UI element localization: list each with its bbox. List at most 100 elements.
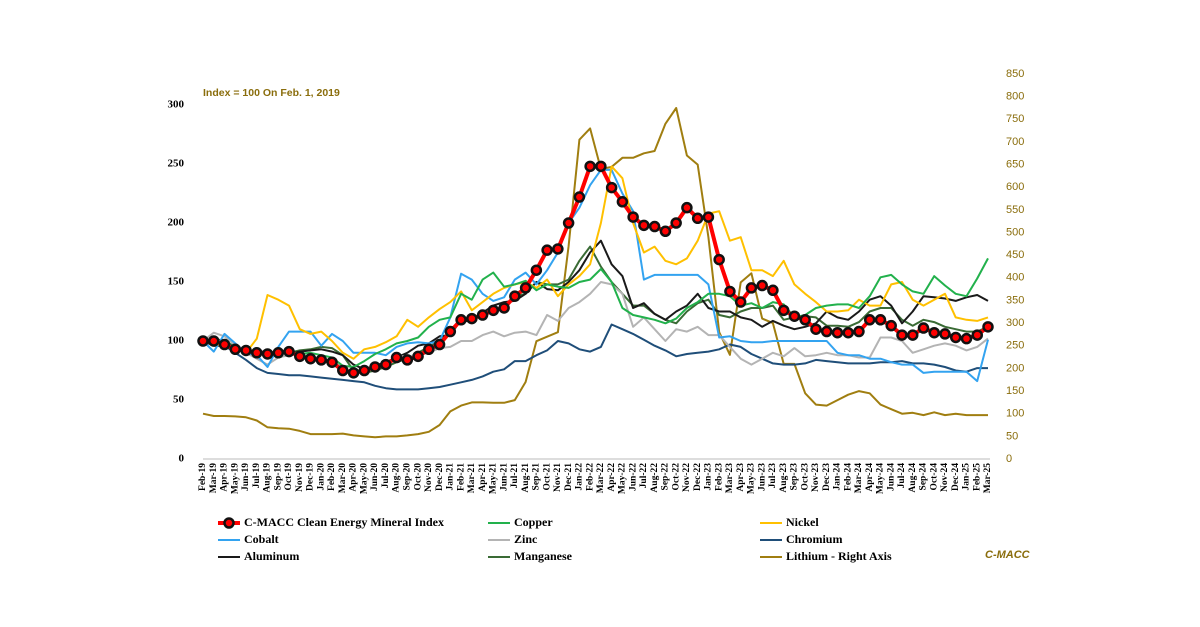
series-marker [304,352,317,365]
series-marker [509,290,521,302]
series-marker [584,160,596,173]
x-tick-label: Sep-22 [661,463,671,491]
series-line [202,107,988,439]
y2-tick-label: 800 [1006,91,1024,103]
x-tick-label: Mar-20 [338,463,348,493]
x-tick-label: Jul-22 [639,463,649,489]
x-tick-label: Apr-23 [736,463,746,492]
series-marker [595,160,607,173]
series-marker [358,364,371,377]
x-tick-label: Jan-24 [833,463,843,491]
x-tick-label: Jan-25 [962,463,972,491]
y-tick-label: 50 [173,394,185,406]
series-marker [638,219,650,232]
series-marker [734,296,747,308]
x-tick-label: May-20 [359,463,369,494]
x-tick-label: Sep-23 [790,463,800,491]
x-tick-label: Feb-23 [714,463,724,491]
x-tick-label: Apr-19 [220,463,230,492]
series-line [202,165,989,360]
x-tick-label: May-22 [618,463,628,494]
series-marker [337,364,349,377]
series-marker [627,211,639,223]
x-tick-label: Aug-23 [779,463,789,493]
series-marker [863,314,876,326]
legend-marker [223,517,235,529]
legend-label: Cobalt [244,532,279,546]
series-marker [530,264,543,276]
x-tick-label: Dec-19 [306,463,316,491]
y2-tick-label: 300 [1006,317,1024,329]
x-tick-label: Apr-24 [865,463,875,492]
annotation: Index = 100 On Feb. 1, 2019 [203,87,340,99]
y2-tick-label: 0 [1006,453,1012,465]
x-tick-label: Feb-21 [456,463,466,491]
series-marker [326,356,338,368]
y2-tick-label: 700 [1006,136,1024,148]
legend-label: Chromium [786,532,842,546]
x-tick-label: Dec-22 [693,463,703,491]
series-marker [820,325,833,338]
x-tick-label: Feb-24 [843,463,853,491]
y-tick-label: 250 [168,158,185,170]
series-marker [681,201,693,214]
y2-tick-label: 750 [1006,113,1024,125]
series-line [202,323,988,391]
series-marker [616,196,629,208]
x-tick-label: Mar-21 [467,463,477,493]
x-tick-label: Oct-22 [671,463,681,491]
series-marker [982,321,994,333]
series-marker [541,244,553,256]
y2-tick-label: 350 [1006,294,1024,306]
series-marker [573,191,586,203]
x-tick-label: Nov-20 [424,463,434,492]
x-tick-label: Feb-20 [327,463,337,491]
x-tick-label: Mar-23 [725,463,735,493]
y-tick-label: 100 [168,335,185,347]
series-line [202,245,989,374]
series-marker [519,282,532,294]
series-marker [401,354,414,366]
series-marker [261,348,274,360]
series-marker [842,326,854,339]
legend-label: C-MACC Clean Energy Mineral Index [244,515,444,529]
y2-tick-label: 150 [1006,385,1024,397]
x-tick-label: Nov-22 [682,463,692,492]
legend-label: Nickel [786,515,819,529]
x-tick-label: Nov-19 [295,463,305,492]
series-marker [208,335,220,347]
x-tick-label: Apr-22 [607,463,617,492]
series-marker [960,332,973,345]
x-tick-label: Sep-20 [403,463,413,491]
series-marker [724,285,736,298]
y2-tick-label: 50 [1006,430,1018,442]
y2-tick-label: 250 [1006,340,1024,352]
y-tick-label: 200 [168,217,185,229]
series-marker [648,220,661,233]
x-tick-label: Aug-22 [650,463,660,493]
y2-tick-label: 450 [1006,249,1024,261]
x-tick-label: Apr-21 [478,463,488,492]
x-tick-label: Aug-24 [908,463,918,493]
x-tick-label: Feb-22 [585,463,595,491]
x-tick-label: Jun-24 [886,463,896,491]
series-marker [455,314,467,326]
x-tick-label: Mar-19 [209,463,219,493]
x-tick-label: Jun-19 [241,463,251,491]
series-marker [498,302,510,314]
x-tick-label: Jul-23 [768,463,778,489]
y-tick-label: 0 [179,453,185,465]
series-marker [917,322,930,334]
series-marker [971,329,983,341]
series-marker [949,331,962,344]
series-marker [799,314,811,326]
series-marker [605,181,618,194]
x-tick-label: Feb-19 [198,463,208,491]
x-tick-label: Jun-22 [628,463,638,491]
legend-label: Manganese [514,549,573,563]
series-marker [423,343,435,356]
y2-tick-label: 550 [1006,204,1024,216]
x-tick-label: Dec-23 [822,463,832,491]
x-tick-label: Feb-25 [972,463,982,491]
